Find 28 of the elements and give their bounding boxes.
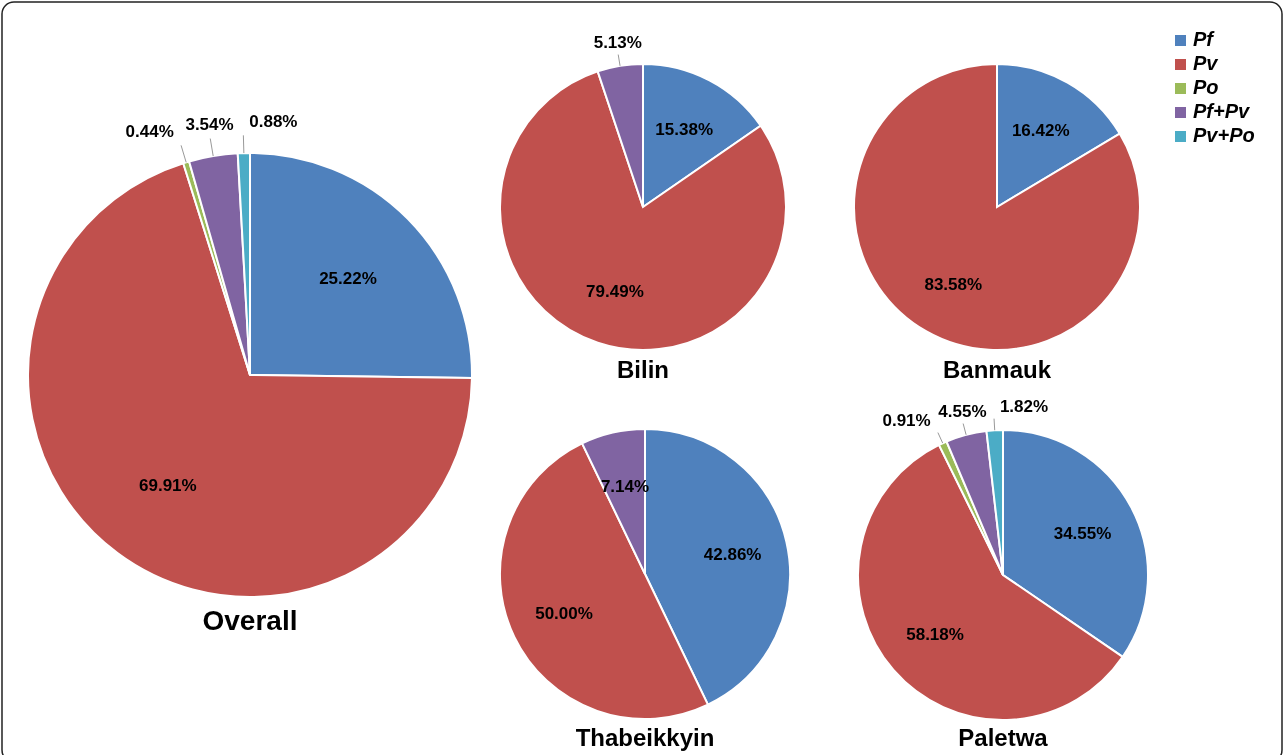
data-label: 0.88%	[249, 111, 298, 131]
data-label: 79.49%	[586, 282, 644, 302]
legend-label: Po	[1193, 76, 1219, 98]
legend-label: Pv	[1193, 52, 1220, 74]
legend-label: Pv+Po	[1193, 124, 1255, 146]
legend-label: Pf+Pv	[1193, 100, 1252, 122]
data-label: 0.91%	[882, 410, 931, 430]
data-label: 50.00%	[535, 603, 593, 623]
pie-slice	[853, 63, 1141, 351]
data-label: 58.18%	[906, 624, 964, 644]
data-label: 42.86%	[703, 545, 762, 564]
data-label: 25.22%	[319, 269, 377, 289]
text: Thabeikkyin	[575, 724, 715, 751]
text: Banmauk	[942, 356, 1052, 383]
legend-label: Pf	[1193, 28, 1216, 50]
data-label: 69.91%	[139, 476, 197, 496]
data-label: 15.38%	[655, 119, 714, 139]
data-label: 16.42%	[1011, 120, 1070, 140]
text: Bilin	[617, 356, 669, 383]
text: Paletwa	[958, 724, 1049, 751]
data-label: 4.55%	[938, 401, 987, 421]
data-label: 0.44%	[125, 122, 174, 142]
data-label: 34.55%	[1053, 524, 1112, 544]
data-label: 3.54%	[185, 115, 234, 135]
data-label: 83.58%	[924, 275, 983, 295]
data-label: 5.13%	[593, 32, 642, 52]
text: Overall	[202, 605, 298, 636]
data-label: 1.82%	[999, 396, 1049, 416]
